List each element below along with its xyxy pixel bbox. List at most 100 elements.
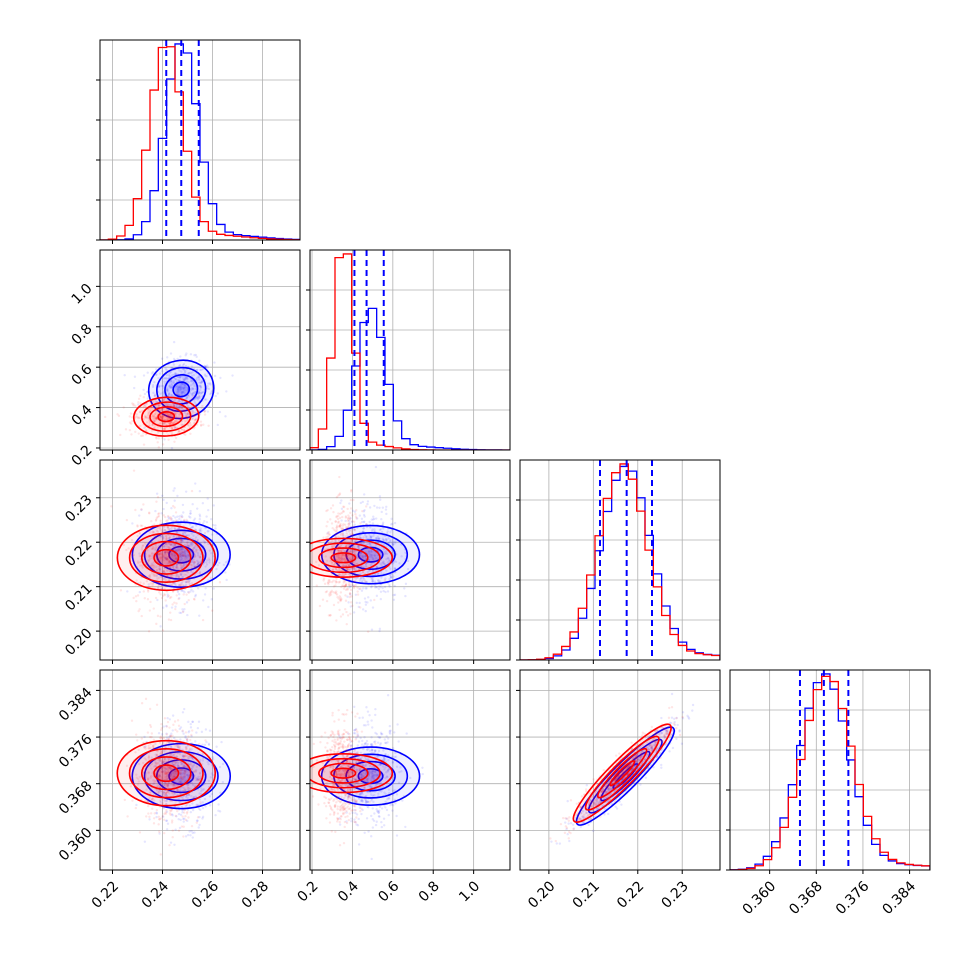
contour-series-0-level-0: [172, 381, 191, 398]
contour-series-1-level-1: [596, 747, 648, 799]
panel-3-1: 0.2 0.4 0.6 0.8 1.0: [295, 669, 511, 905]
scatter-series-1: [311, 708, 377, 847]
contour-series-1-level-3: [310, 753, 394, 794]
x-tick-label: 0.26: [189, 878, 222, 911]
panel-content: [310, 694, 424, 861]
contour-series-1-level-3: [572, 723, 672, 823]
panel-2-1: [306, 459, 511, 664]
contour-series-1-level-2: [584, 735, 660, 811]
panel-3-2: 0.20 0.21 0.22 0.23: [516, 669, 721, 912]
x-tick-label: 0.8: [416, 878, 443, 905]
contour-series-1-level-1: [318, 547, 369, 569]
panel-content: [110, 469, 231, 633]
y-tick-label: 0.368: [56, 778, 96, 818]
x-tick-label: 0.4: [335, 878, 362, 905]
contour-series-1-level-0: [609, 760, 636, 787]
panel-frame: [309, 669, 511, 871]
x-tick-label: 0.24: [139, 878, 172, 911]
contour-series-0-level-0: [612, 763, 639, 790]
panel-3-0: 0.22 0.24 0.26 0.28 0.360 0.368 0.376 0.384: [56, 669, 301, 912]
y-tick-label: 0.4: [69, 402, 96, 429]
y-tick-label: 0.376: [56, 731, 96, 771]
y-tick-label: 0.6: [69, 361, 96, 388]
histogram-series-1: [730, 675, 930, 870]
y-tick-label: 0.2: [69, 442, 96, 469]
contour-series-0-level-1: [345, 539, 396, 571]
y-tick-label: 0.23: [62, 492, 95, 525]
x-tick-label: 0.384: [880, 878, 920, 918]
contour-series-0-level-0: [168, 767, 195, 786]
x-tick-label: 0.22: [89, 878, 122, 911]
x-tick-label: 0.2: [295, 878, 322, 905]
panel-2-0: 0.20 0.21 0.22 0.23: [62, 459, 301, 664]
contour-series-1-level-1: [141, 540, 192, 575]
contour-series-1-level-3: [116, 524, 216, 592]
panel-frame: [309, 459, 511, 661]
contour-series-1-level-2: [310, 757, 381, 789]
x-tick-label: 0.376: [833, 878, 873, 918]
contour-series-0-level-1: [345, 760, 396, 792]
panel-content: [730, 670, 930, 870]
contour-series-1-level-3: [310, 537, 394, 578]
contour-series-0-level-3: [147, 359, 215, 420]
contour-series-1-level-3: [132, 396, 200, 437]
contour-series-0-level-3: [320, 746, 421, 807]
panel-1-0: 0.2 0.4 0.6 0.8 1.0: [69, 249, 301, 469]
histogram-series-1: [100, 46, 300, 240]
x-tick-label: 1.0: [456, 878, 483, 905]
contour-series-1-level-2: [128, 748, 204, 799]
panel-frame: [519, 459, 721, 661]
contour-series-1-level-0: [157, 411, 176, 423]
contour-series-0-level-1: [164, 374, 199, 405]
histogram-series-1: [310, 253, 510, 450]
contour-series-0-level-1: [600, 750, 651, 802]
contour-series-0-level-2: [156, 366, 207, 413]
panel-frame: [99, 459, 301, 661]
y-tick-label: 0.22: [62, 537, 95, 570]
panel-content: [520, 460, 720, 660]
x-tick-label: 0.6: [375, 878, 402, 905]
panel-frame: [519, 669, 721, 871]
panel-content: [116, 697, 232, 856]
contour-series-1-level-0: [153, 548, 180, 567]
x-tick-label: 0.23: [658, 878, 691, 911]
panel-frame: [99, 249, 301, 451]
y-tick-label: 0.21: [62, 581, 95, 614]
panel-3-3: 0.360 0.368 0.376 0.384: [726, 669, 931, 918]
x-tick-label: 0.20: [525, 878, 558, 911]
contour-series-1-level-2: [310, 542, 381, 574]
x-tick-label: 0.21: [570, 878, 603, 911]
panel-frame: [99, 669, 301, 871]
x-tick-label: 0.368: [786, 878, 826, 918]
contour-series-1-level-2: [141, 401, 192, 433]
x-tick-label: 0.360: [740, 878, 780, 918]
panel-2-2: [516, 459, 721, 664]
panel-content: [100, 40, 300, 240]
contour-series-0-level-3: [320, 524, 421, 585]
y-tick-label: 0.384: [56, 685, 96, 725]
x-tick-label: 0.22: [614, 878, 647, 911]
x-tick-label: 0.28: [239, 878, 272, 911]
panel-frame: [309, 249, 511, 451]
panel-frame: [99, 39, 301, 241]
y-tick-label: 1.0: [69, 281, 96, 308]
y-tick-label: 0.8: [69, 321, 96, 348]
y-tick-label: 0.20: [62, 625, 95, 658]
contour-series-1-level-0: [330, 767, 357, 779]
panel-content: [310, 465, 421, 633]
contour-series-0-level-3: [575, 726, 676, 826]
panel-content: [310, 250, 510, 450]
contour-series-1-level-1: [149, 406, 184, 428]
contour-series-1-level-0: [330, 552, 357, 564]
histogram-series-0: [730, 673, 930, 870]
panel-0-0: [96, 39, 301, 244]
contour-series-1-level-1: [140, 756, 192, 791]
contour-series-1-level-1: [318, 762, 369, 784]
contour-series-1-level-0: [153, 764, 180, 783]
histogram-series-1: [520, 463, 720, 660]
contour-series-1-level-3: [116, 739, 217, 807]
panel-1-1: [306, 249, 511, 454]
panel-content: [549, 692, 695, 845]
panel-content: [103, 340, 234, 450]
